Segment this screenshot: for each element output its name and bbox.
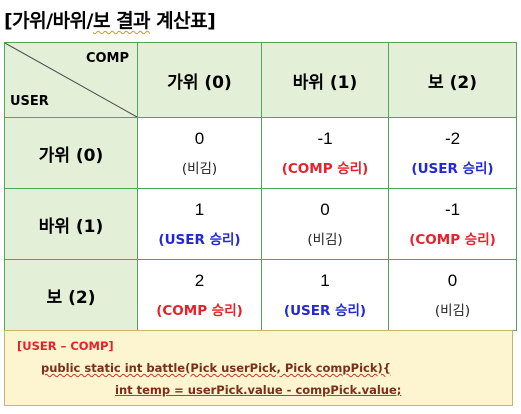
cell-result: (COMP 승리) <box>409 232 496 248</box>
cell-value: 0 <box>194 129 205 148</box>
cell-value: 0 <box>447 271 458 290</box>
corner-cell: COMP USER <box>4 42 138 118</box>
cell-value: 0 <box>320 200 330 219</box>
cell-value: 1 <box>320 271 330 290</box>
column-header: 바위 (1) <box>261 42 389 118</box>
column-header: 가위 (0) <box>137 42 262 118</box>
formula-label: [USER – COMP] <box>17 339 114 353</box>
result-cell: 0 (비김) <box>261 188 389 260</box>
cell-result: (USER 승리) <box>283 303 367 319</box>
cell-result: (USER 승리) <box>411 161 494 177</box>
table-row: 바위 (1) 1 (USER 승리) 0 (비김) -1 (COMP 승리) <box>4 188 517 260</box>
row-header: 바위 (1) <box>4 188 138 260</box>
title-prefix: [가위/바위/ <box>4 10 93 32</box>
cell-result: (USER 승리) <box>158 232 241 248</box>
header-row: COMP USER 가위 (0) 바위 (1) 보 (2) <box>4 42 517 118</box>
result-table: COMP USER 가위 (0) 바위 (1) 보 (2) 가위 (0) 0 (비… <box>4 42 517 331</box>
code-statement: int temp = userPick.value - compPick.val… <box>115 383 402 397</box>
corner-diagonal <box>5 43 137 117</box>
row-header: 가위 (0) <box>4 117 138 189</box>
cell-result: (COMP 승리) <box>156 303 243 319</box>
result-cell: 1 (USER 승리) <box>137 188 262 260</box>
table-row: 가위 (0) 0 (비김) -1 (COMP 승리) -2 (USER 승리) <box>4 117 517 189</box>
table-row: 보 (2) 2 (COMP 승리) 1 (USER 승리) 0 (비김) <box>4 259 517 331</box>
cell-value: -1 <box>444 200 461 219</box>
cell-value: -1 <box>317 129 333 148</box>
cell-result: (비김) <box>307 232 343 248</box>
result-cell: 0 (비김) <box>137 117 262 189</box>
result-cell: 0 (비김) <box>388 259 517 331</box>
cell-result: (COMP 승리) <box>281 161 369 177</box>
code-box: [USER – COMP] public static int battle(P… <box>4 330 513 406</box>
column-header: 보 (2) <box>388 42 517 118</box>
cell-value: 1 <box>194 200 205 219</box>
cell-value: -2 <box>444 129 461 148</box>
title-suffix: 계산표] <box>150 10 216 32</box>
row-header: 보 (2) <box>4 259 138 331</box>
title-middle: 보 결과 <box>92 10 151 32</box>
result-cell: 2 (COMP 승리) <box>137 259 262 331</box>
cell-result: (비김) <box>181 161 218 177</box>
result-cell: -2 (USER 승리) <box>388 117 517 189</box>
method-signature: public static int battle(Pick userPick, … <box>41 361 391 375</box>
page-title: [가위/바위/보 결과 계산표] <box>4 6 216 33</box>
result-cell: 1 (USER 승리) <box>261 259 389 331</box>
cell-value: 2 <box>194 271 205 290</box>
corner-comp-label: COMP <box>85 51 129 66</box>
result-cell: -1 (COMP 승리) <box>261 117 389 189</box>
corner-user-label: USER <box>10 94 49 109</box>
result-cell: -1 (COMP 승리) <box>388 188 517 260</box>
cell-result: (비김) <box>434 303 471 319</box>
